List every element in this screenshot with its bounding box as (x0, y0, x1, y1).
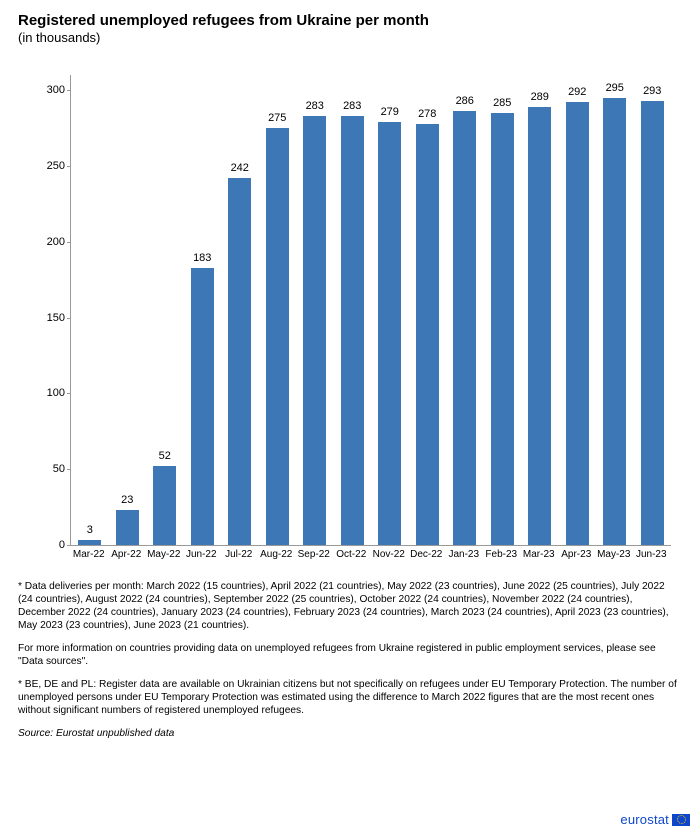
footnote-2: For more information on countries provid… (18, 642, 682, 668)
bar-group: 242 (228, 178, 251, 545)
y-tick-mark (67, 166, 71, 167)
bar-value-label: 52 (153, 450, 176, 462)
y-tick-mark (67, 545, 71, 546)
chart-title: Registered unemployed refugees from Ukra… (18, 12, 682, 30)
bar (603, 98, 626, 545)
bar (266, 128, 289, 545)
x-tick-label: May-22 (147, 549, 180, 560)
x-tick-label: Apr-23 (561, 549, 591, 560)
y-tick-mark (67, 469, 71, 470)
bar-group: 283 (303, 116, 326, 545)
bar-value-label: 183 (191, 252, 214, 264)
y-tick-label: 300 (35, 84, 65, 96)
y-tick-mark (67, 90, 71, 91)
x-tick-label: Jun-23 (636, 549, 667, 560)
x-tick-label: Sep-22 (298, 549, 330, 560)
bar-value-label: 295 (603, 82, 626, 94)
bar-value-label: 285 (491, 97, 514, 109)
source-label: Source: (18, 728, 53, 739)
bar-value-label: 242 (228, 162, 251, 174)
x-tick-label: Dec-22 (410, 549, 442, 560)
bar-group: 183 (191, 268, 214, 545)
bar-value-label: 279 (378, 106, 401, 118)
bar-value-label: 289 (528, 91, 551, 103)
bar-group: 295 (603, 98, 626, 545)
bar (153, 466, 176, 545)
x-tick-label: Jan-23 (448, 549, 479, 560)
bar (341, 116, 364, 545)
source-line: Source: Eurostat unpublished data (18, 727, 682, 740)
bar-value-label: 293 (641, 85, 664, 97)
x-tick-label: Apr-22 (111, 549, 141, 560)
logo-text: eurostat (620, 812, 669, 827)
bar-group: 289 (528, 107, 551, 545)
footnote-1: * Data deliveries per month: March 2022 … (18, 580, 682, 632)
bar (378, 122, 401, 545)
bar (453, 111, 476, 545)
y-tick-label: 50 (35, 463, 65, 475)
bar-group: 52 (153, 466, 176, 545)
y-tick-label: 200 (35, 236, 65, 248)
y-tick-label: 250 (35, 160, 65, 172)
x-tick-label: Aug-22 (260, 549, 292, 560)
eu-flag-icon (672, 814, 690, 826)
bar-group: 283 (341, 116, 364, 545)
bar-group: 293 (641, 101, 664, 545)
eurostat-logo: eurostat (620, 812, 690, 827)
bar (566, 102, 589, 545)
bar-value-label: 3 (78, 524, 101, 536)
bar-value-label: 286 (453, 95, 476, 107)
x-tick-label: Mar-22 (73, 549, 105, 560)
y-tick-label: 150 (35, 312, 65, 324)
x-tick-label: May-23 (597, 549, 630, 560)
bar (116, 510, 139, 545)
bar-group: 292 (566, 102, 589, 545)
bar-group: 3 (78, 540, 101, 545)
source-text: Eurostat unpublished data (53, 728, 174, 739)
bar-value-label: 278 (416, 108, 439, 120)
bar-group: 285 (491, 113, 514, 545)
x-tick-label: Nov-22 (373, 549, 405, 560)
chart-container: Registered unemployed refugees from Ukra… (0, 0, 700, 835)
footnotes: * Data deliveries per month: March 2022 … (18, 580, 682, 750)
bar (303, 116, 326, 545)
bar (78, 540, 101, 545)
bar (528, 107, 551, 545)
bar (416, 124, 439, 545)
bar-group: 23 (116, 510, 139, 545)
y-tick-mark (67, 242, 71, 243)
bar-group: 278 (416, 124, 439, 545)
bar-group: 275 (266, 128, 289, 545)
bar (491, 113, 514, 545)
x-tick-label: Feb-23 (485, 549, 517, 560)
bar-group: 286 (453, 111, 476, 545)
bar-value-label: 283 (303, 100, 326, 112)
x-tick-label: Mar-23 (523, 549, 555, 560)
x-tick-label: Jun-22 (186, 549, 217, 560)
bar-value-label: 292 (566, 86, 589, 98)
x-tick-label: Oct-22 (336, 549, 366, 560)
x-tick-label: Jul-22 (225, 549, 252, 560)
y-tick-label: 0 (35, 539, 65, 551)
bar (228, 178, 251, 545)
bar-group: 279 (378, 122, 401, 545)
bar-value-label: 283 (341, 100, 364, 112)
bar-value-label: 23 (116, 494, 139, 506)
bar (641, 101, 664, 545)
plot-region: 0501001502002503003235218324227528328327… (70, 75, 671, 546)
y-tick-mark (67, 393, 71, 394)
y-tick-mark (67, 318, 71, 319)
chart-subtitle: (in thousands) (18, 30, 682, 45)
y-tick-label: 100 (35, 387, 65, 399)
bar-value-label: 275 (266, 112, 289, 124)
footnote-3: * BE, DE and PL: Register data are avail… (18, 678, 682, 717)
bar (191, 268, 214, 545)
chart-area: 0 50 100 150 200 250 300 3 23 52 183 242 275 283 283 27… (38, 75, 678, 575)
